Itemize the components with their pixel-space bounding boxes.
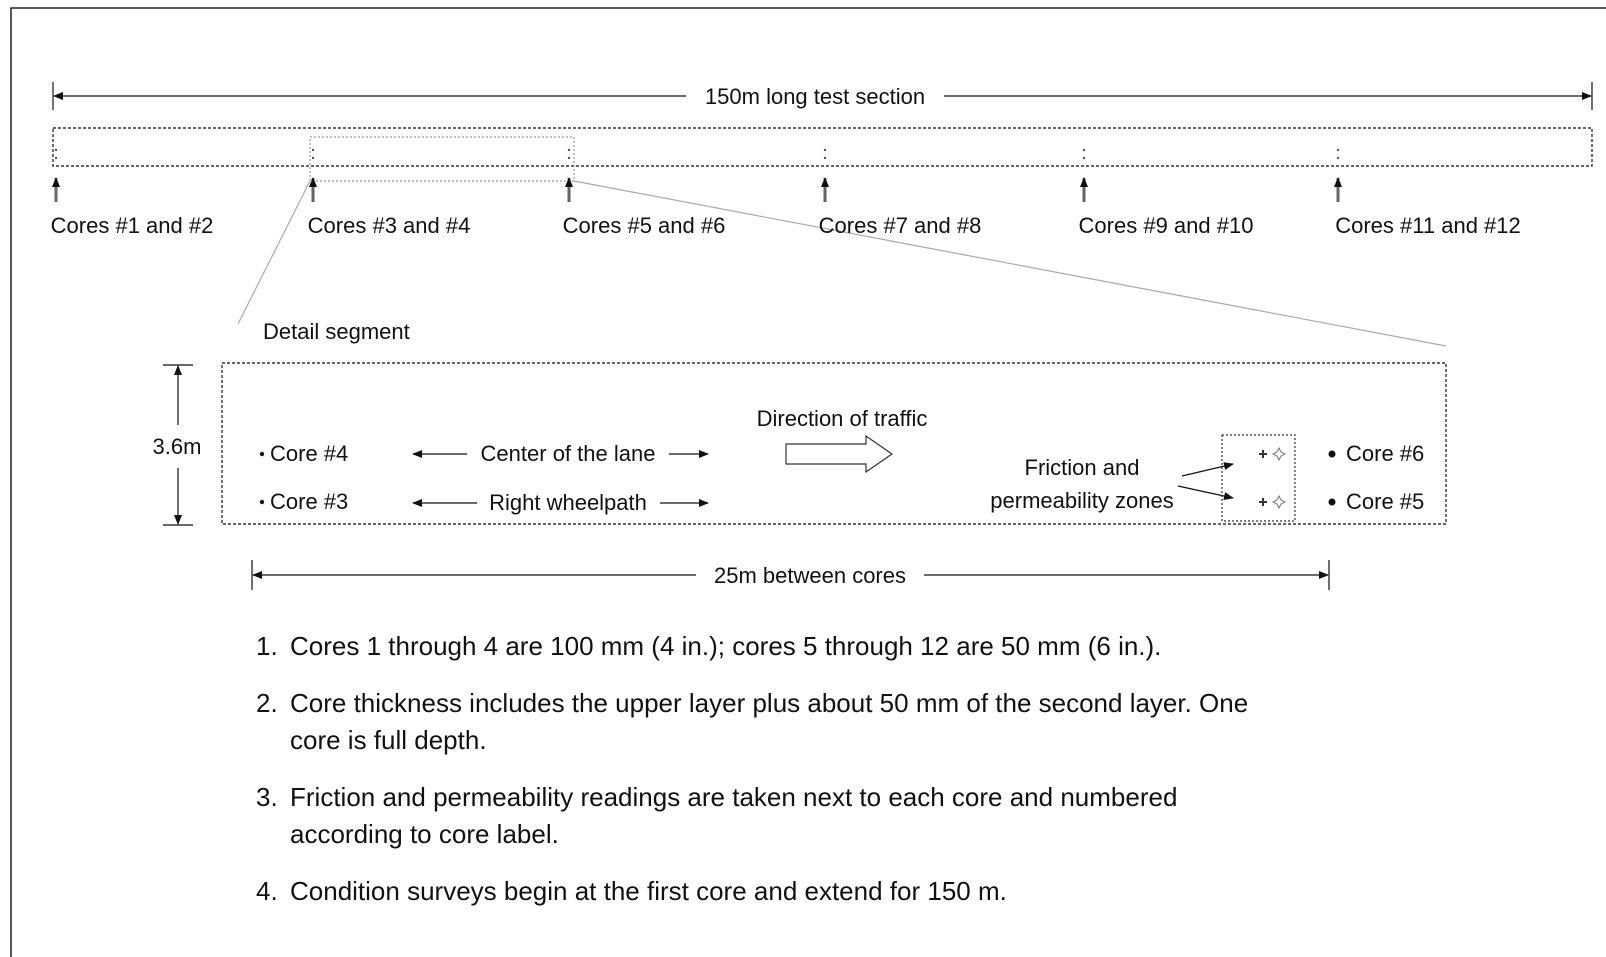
core-dot bbox=[1328, 450, 1336, 458]
note-item: 2. Core thickness includes the upper laye… bbox=[256, 685, 1276, 759]
section-length-label: 150m long test section bbox=[705, 84, 925, 109]
note-item: 1. Cores 1 through 4 are 100 mm (4 in.); … bbox=[256, 628, 1276, 665]
wheelpath-label: Right wheelpath bbox=[489, 490, 647, 515]
zones-label-line1: Friction and bbox=[1025, 455, 1140, 480]
core-dot bbox=[259, 451, 265, 457]
note-text: Cores 1 through 4 are 100 mm (4 in.); co… bbox=[290, 631, 1162, 661]
zoom-region bbox=[309, 136, 575, 182]
reading-marker-icon bbox=[1259, 494, 1287, 510]
note-text: Condition surveys begin at the first cor… bbox=[290, 876, 1007, 906]
note-item: 4. Condition surveys begin at the first c… bbox=[256, 873, 1276, 910]
notes-list: 1. Cores 1 through 4 are 100 mm (4 in.); … bbox=[256, 628, 1276, 930]
core-group-label: Cores #1 and #2 bbox=[51, 213, 214, 238]
center-lane-label: Center of the lane bbox=[481, 441, 656, 466]
note-item: 3. Friction and permeability readings are… bbox=[256, 779, 1276, 853]
section-length-dimension: 150m long test section bbox=[52, 82, 1593, 110]
core-marker-2: Cores #3 and #4 bbox=[308, 148, 471, 238]
core-dot bbox=[1328, 498, 1336, 506]
note-text: Friction and permeability readings are t… bbox=[290, 782, 1178, 849]
detail-segment-box bbox=[221, 362, 1447, 525]
core-group-label: Cores #7 and #8 bbox=[819, 213, 982, 238]
zones-pointer-top bbox=[1181, 462, 1234, 477]
lane-width-label: 3.6m bbox=[153, 434, 202, 459]
traffic-direction-label: Direction of traffic bbox=[757, 406, 928, 431]
test-section-strip bbox=[52, 127, 1593, 167]
note-number: 2. bbox=[256, 688, 278, 718]
reading-marker-icon bbox=[1259, 446, 1287, 462]
core-marker-5: Cores #9 and #10 bbox=[1079, 148, 1254, 238]
zones-label-line2: permeability zones bbox=[990, 488, 1173, 513]
core-6-label: Core #6 bbox=[1346, 441, 1424, 466]
zones-box bbox=[1221, 434, 1296, 522]
core-spacing-label: 25m between cores bbox=[714, 563, 906, 588]
traffic-arrow-icon bbox=[785, 434, 894, 474]
core-dot bbox=[259, 499, 265, 505]
detail-segment-title: Detail segment bbox=[263, 319, 410, 344]
core-4-label: Core #4 bbox=[270, 441, 348, 466]
core-spacing-dimension: 25m between cores bbox=[251, 560, 1330, 590]
note-number: 3. bbox=[256, 782, 278, 812]
zones-pointer-bottom bbox=[1177, 485, 1234, 500]
zoom-guide-left bbox=[237, 180, 311, 325]
core-marker-4: Cores #7 and #8 bbox=[819, 148, 982, 238]
core-group-label: Cores #9 and #10 bbox=[1079, 213, 1254, 238]
core-marker-3: Cores #5 and #6 bbox=[563, 148, 726, 238]
core-3-label: Core #3 bbox=[270, 489, 348, 514]
core-group-label: Cores #5 and #6 bbox=[563, 213, 726, 238]
core-marker-6: Cores #11 and #12 bbox=[1334, 148, 1521, 238]
core-group-label: Cores #11 and #12 bbox=[1335, 213, 1521, 238]
core-group-label: Cores #3 and #4 bbox=[308, 213, 471, 238]
note-number: 1. bbox=[256, 631, 278, 661]
lane-width-dimension: 3.6m bbox=[153, 364, 202, 526]
page-frame bbox=[10, 7, 1606, 957]
core-marker-1: Cores #1 and #2 bbox=[51, 148, 214, 238]
note-number: 4. bbox=[256, 876, 278, 906]
note-text: Core thickness includes the upper layer … bbox=[290, 688, 1249, 755]
zoom-guide-right bbox=[573, 180, 1447, 347]
core-5-label: Core #5 bbox=[1346, 489, 1424, 514]
